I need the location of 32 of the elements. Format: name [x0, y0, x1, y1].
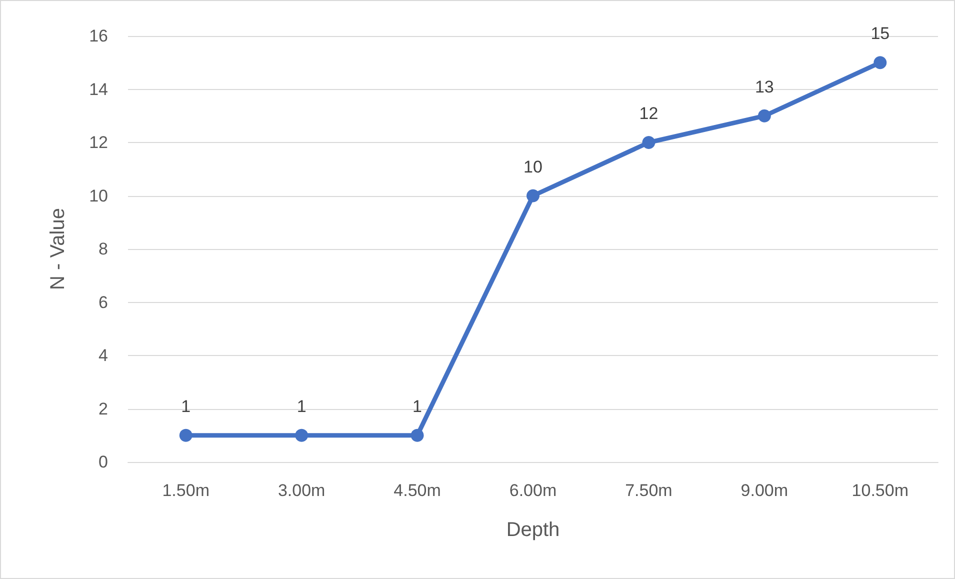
data-label: 10: [524, 157, 542, 176]
point: [295, 428, 308, 442]
point: [410, 428, 424, 442]
point: [179, 428, 192, 442]
y-tick-label: 10: [89, 186, 108, 206]
y-tick-label: 6: [98, 292, 108, 312]
y-tick-label: 14: [89, 80, 108, 99]
y-tick-label: 12: [89, 133, 108, 152]
x-axis-title: Depth: [506, 519, 560, 541]
data-label: 15: [870, 24, 890, 44]
data-label: 1: [296, 396, 306, 416]
x-tick-label: 6.00m: [509, 481, 557, 500]
point: [526, 189, 540, 202]
data-label: 1: [181, 396, 191, 416]
data-label: 1: [412, 396, 422, 416]
point: [642, 136, 656, 149]
y-tick-label: 4: [98, 346, 108, 365]
y-tick-label: 2: [98, 399, 108, 418]
data-label: 13: [754, 77, 774, 96]
x-tick-label: 10.50m: [852, 481, 908, 500]
x-tick-label: 3.00m: [278, 481, 326, 500]
y-tick-label: 16: [89, 26, 108, 46]
point: [758, 109, 771, 122]
x-tick-label: 7.50m: [625, 481, 672, 500]
y-tick-label: 8: [98, 240, 108, 258]
data-label: 12: [639, 104, 658, 123]
x-tick-label: 9.00m: [740, 481, 788, 500]
point: [874, 56, 887, 70]
x-tick-label: 1.50m: [162, 481, 210, 500]
y-tick-label: 0: [98, 452, 108, 472]
x-tick-label: 4.50m: [394, 481, 441, 500]
y-axis-title: N - Value: [47, 208, 69, 290]
